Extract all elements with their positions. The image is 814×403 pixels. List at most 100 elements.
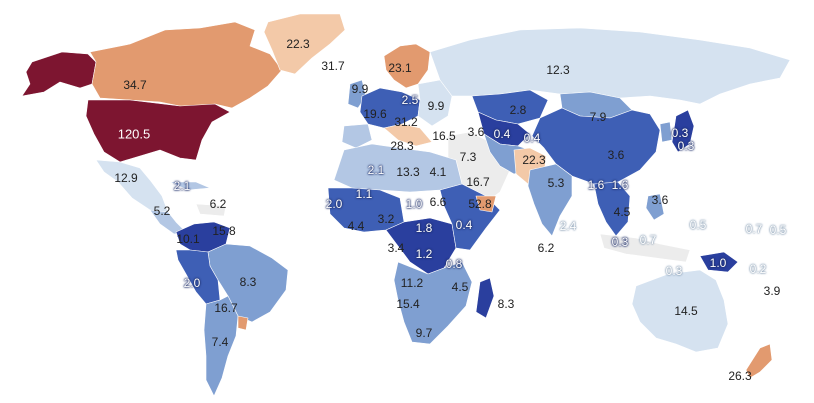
region-canada (89, 21, 283, 111)
region-value-label: 1.1 (355, 187, 373, 201)
region-value-label: 4.5 (451, 280, 469, 294)
region-cuba (169, 181, 211, 191)
region-value-label: 28.3 (390, 139, 414, 153)
region-central-africa (385, 217, 457, 275)
region-value-label: 5.2 (153, 204, 171, 218)
region-value-label: 6.2 (537, 241, 555, 255)
region-value-label: 23.1 (388, 61, 412, 75)
region-value-label: 8.3 (497, 297, 515, 311)
region-southeast-asia (593, 181, 631, 237)
region-value-label: 0.8 (445, 257, 463, 271)
region-value-label: 7.9 (589, 110, 607, 124)
region-alaska (21, 51, 97, 97)
region-value-label: 0.3 (665, 264, 683, 278)
region-value-label: 2.1 (173, 179, 191, 193)
region-japan (671, 109, 695, 153)
region-value-label: 15.8 (212, 224, 236, 238)
region-value-label: 0.7 (639, 233, 657, 247)
region-value-label: 2.8 (509, 103, 527, 117)
region-italy-balkans (383, 123, 433, 147)
region-uruguay (237, 315, 249, 331)
region-usa (85, 99, 231, 163)
region-madagascar (475, 277, 495, 319)
region-value-label: 3.4 (387, 241, 405, 255)
region-value-label: 0.2 (749, 262, 767, 276)
region-value-label: 0.4 (523, 131, 541, 145)
region-value-label: 8.3 (239, 275, 257, 289)
region-value-label: 34.7 (123, 78, 147, 92)
region-australia (631, 269, 729, 353)
region-value-label: 2.1 (367, 163, 385, 177)
region-value-label: 15.4 (396, 297, 420, 311)
region-value-label: 4.5 (613, 205, 631, 219)
region-value-label: 3.6 (607, 148, 625, 162)
region-value-label: 52.8 (468, 197, 492, 211)
region-value-label: 26.3 (728, 369, 752, 383)
region-value-label: 7.3 (459, 150, 477, 164)
region-new-zealand (745, 343, 773, 379)
region-value-label: 120.5 (117, 126, 151, 142)
region-value-label: 2.5 (401, 93, 419, 107)
region-value-label: 1.2 (415, 247, 433, 261)
region-value-label: 16.5 (432, 129, 456, 143)
region-value-label: 11.2 (400, 276, 424, 290)
region-argentina-chile (203, 295, 239, 397)
region-value-label: 3.2 (377, 212, 395, 226)
region-greenland (263, 13, 346, 75)
region-value-label: 2.0 (183, 276, 201, 290)
region-value-label: 2.0 (325, 197, 343, 211)
region-value-label: 0.3 (671, 126, 689, 140)
region-value-label: 1.0 (405, 197, 423, 211)
region-value-label: 1.6 (611, 178, 629, 192)
region-value-label: 0.5 (769, 223, 787, 237)
region-southern-africa (393, 261, 473, 345)
region-value-label: 0.4 (493, 127, 511, 141)
region-value-label: 0.7 (745, 222, 763, 236)
region-value-label: 12.3 (546, 63, 570, 77)
region-horn-africa (475, 195, 497, 213)
region-value-label: 4.4 (347, 219, 365, 233)
region-value-label: 3.6 (467, 125, 485, 139)
region-papua (699, 251, 739, 273)
region-value-label: 3.6 (651, 193, 669, 207)
region-china (531, 107, 661, 185)
region-value-label: 6.6 (429, 195, 447, 209)
region-russia (429, 27, 791, 105)
region-philippines (645, 193, 665, 221)
region-korea (659, 121, 673, 143)
region-western-europe (359, 87, 421, 129)
region-value-label: 22.3 (286, 37, 310, 51)
region-india (527, 163, 573, 237)
region-value-label: 31.2 (394, 115, 418, 129)
region-value-label: 2.4 (559, 219, 577, 233)
region-value-label: 13.3 (396, 165, 420, 179)
region-value-label: 16.7 (214, 301, 238, 315)
region-value-label: 3.9 (763, 284, 781, 298)
region-value-label: 12.9 (114, 171, 138, 185)
region-value-label: 14.5 (674, 304, 698, 318)
region-indonesia (599, 233, 691, 263)
region-caribbean (195, 203, 227, 217)
region-value-label: 9.9 (351, 82, 369, 96)
region-value-label: 5.3 (547, 176, 565, 190)
region-value-label: 16.7 (466, 175, 490, 189)
region-value-label: 9.9 (427, 99, 445, 113)
region-value-label: 0.5 (689, 218, 707, 232)
region-value-label: 31.7 (321, 59, 345, 73)
region-iberia (341, 123, 373, 149)
region-value-label: 1.8 (415, 221, 433, 235)
region-value-label: 19.6 (363, 107, 387, 121)
region-value-label: 22.3 (522, 153, 546, 167)
region-value-label: 6.2 (209, 197, 227, 211)
region-value-label: 0.4 (455, 218, 473, 232)
region-value-label: 1.0 (709, 256, 727, 270)
region-value-label: 1.6 (587, 178, 605, 192)
region-value-label: 7.4 (211, 335, 229, 349)
region-value-label: 4.1 (429, 165, 447, 179)
region-value-label: 0.3 (677, 139, 695, 153)
region-value-label: 9.7 (415, 326, 433, 340)
region-value-label: 10.1 (176, 232, 200, 246)
region-scandinavia (383, 43, 431, 89)
region-value-label: 0.3 (611, 235, 629, 249)
